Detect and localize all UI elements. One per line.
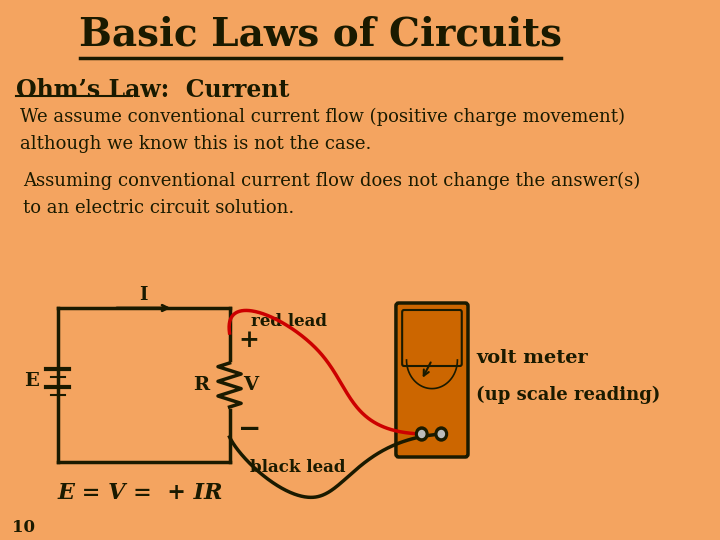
FancyBboxPatch shape — [402, 310, 462, 366]
Circle shape — [418, 430, 425, 437]
Text: Basic Laws of Circuits: Basic Laws of Circuits — [78, 16, 562, 54]
Text: (up scale reading): (up scale reading) — [476, 386, 660, 404]
Text: E = V =  + IR: E = V = + IR — [58, 482, 223, 504]
Circle shape — [438, 430, 444, 437]
Text: R: R — [193, 376, 209, 394]
Text: Assuming conventional current flow does not change the answer(s)
to an electric : Assuming conventional current flow does … — [23, 172, 640, 217]
Text: E: E — [24, 372, 39, 390]
FancyBboxPatch shape — [396, 303, 468, 457]
Text: −: − — [238, 416, 261, 443]
Text: black lead: black lead — [251, 460, 346, 476]
Text: 10: 10 — [12, 519, 35, 537]
Text: volt meter: volt meter — [476, 349, 588, 367]
Text: red lead: red lead — [251, 314, 327, 330]
Text: Ohm’s Law:  Current: Ohm’s Law: Current — [16, 78, 289, 102]
Text: V: V — [243, 376, 258, 394]
Circle shape — [435, 427, 448, 441]
Text: I: I — [139, 286, 148, 304]
Circle shape — [415, 427, 428, 441]
Text: +: + — [238, 328, 259, 352]
Text: We assume conventional current flow (positive charge movement)
although we know : We assume conventional current flow (pos… — [19, 108, 624, 153]
